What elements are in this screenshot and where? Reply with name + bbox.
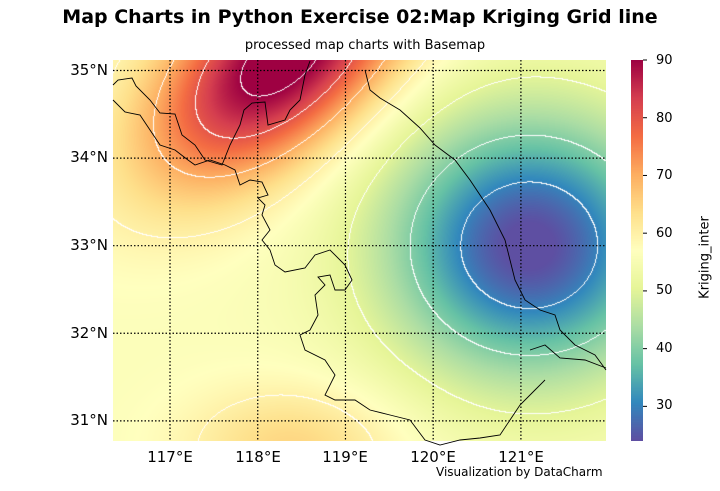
border-north — [112, 60, 311, 166]
graticule — [113, 60, 606, 441]
colorbar-tick-label: 50 — [656, 283, 673, 298]
lat-tick-label: 32°N — [70, 324, 108, 342]
colorbar-tick-label: 90 — [656, 53, 673, 68]
lon-tick-label: 119°E — [322, 448, 368, 466]
lat-tick-label: 34°N — [70, 148, 108, 166]
colorbar-tick-label: 40 — [656, 341, 673, 356]
lat-tick-label: 31°N — [70, 411, 108, 429]
lon-tick-label: 118°E — [235, 448, 281, 466]
lon-tick-label: 117°E — [147, 448, 193, 466]
lat-tick-label: 33°N — [70, 236, 108, 254]
coastline — [364, 69, 607, 371]
lat-tick-label: 35°N — [70, 61, 108, 79]
colorbar — [631, 60, 643, 441]
province-borders — [112, 60, 607, 446]
lon-tick-label: 121°E — [498, 448, 544, 466]
lon-tick-label: 120°E — [410, 448, 456, 466]
kriging-heatmap — [113, 60, 606, 441]
chart-title: Map Charts in Python Exercise 02:Map Kri… — [62, 6, 658, 28]
colorbar-label: Kriging_inter — [697, 216, 713, 299]
chart-subtitle: processed map charts with Basemap — [244, 38, 486, 53]
colorbar-tick-label: 80 — [656, 111, 673, 126]
coastline-south — [529, 344, 607, 369]
colorbar-tick-label: 60 — [656, 226, 673, 241]
credit-text: Visualization by DataCharm — [436, 465, 603, 479]
colorbar-tick-label: 30 — [656, 398, 673, 413]
border-northwest — [112, 99, 546, 446]
colorbar-tick-label: 70 — [656, 168, 673, 183]
map-frame — [113, 60, 606, 441]
